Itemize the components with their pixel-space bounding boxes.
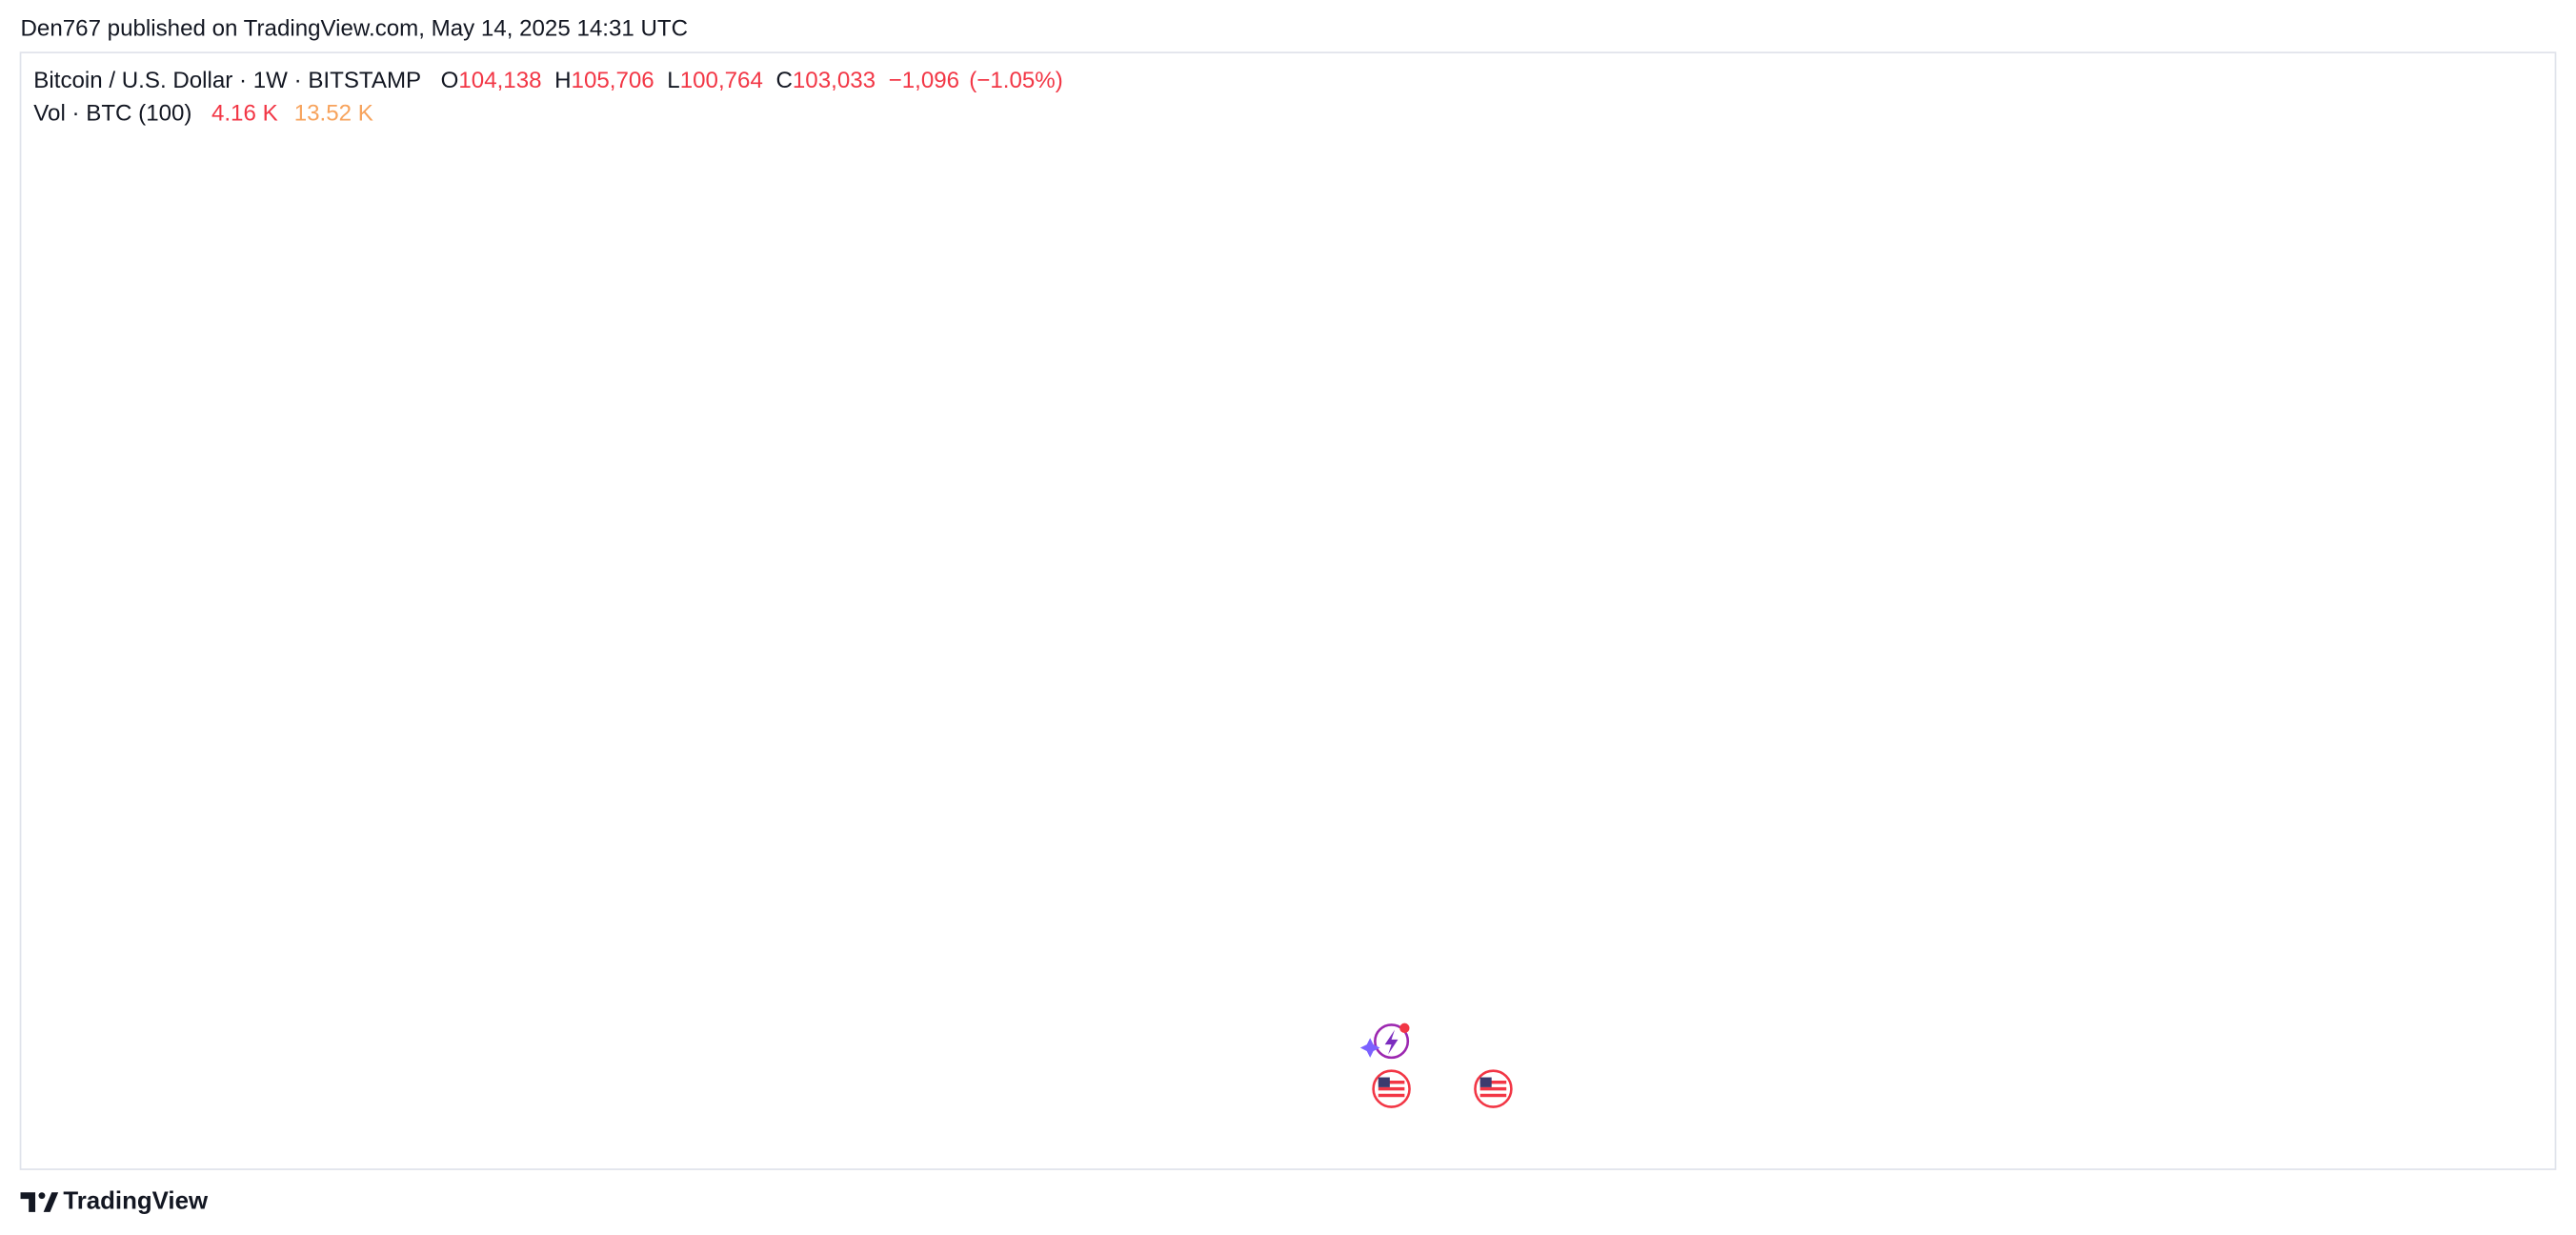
brand-logo: TradingView [20, 1187, 209, 1214]
volume-ma-readout: 13.52 K [294, 101, 373, 127]
volume-legend: Vol · BTC (100) 4.16 K 13.52 K [33, 101, 373, 127]
change-pct: (−1.05%) [969, 69, 1062, 94]
sparkle [1359, 1038, 1380, 1058]
volume-readout: 4.16 K [211, 101, 278, 127]
volume-title: Vol · BTC (100) [33, 101, 191, 127]
o-value: 104,138 [458, 69, 541, 94]
flag-icon[interactable] [1372, 1069, 1411, 1108]
c-key: C [775, 69, 792, 94]
brand: TradingView [63, 1187, 209, 1214]
flag-icon[interactable] [1474, 1069, 1513, 1108]
event-icons [1359, 1022, 1513, 1108]
o-key: O [441, 69, 459, 94]
alert-dot [1399, 1022, 1410, 1034]
c-value: 103,033 [793, 69, 875, 94]
lightning [1384, 1029, 1399, 1055]
h-value: 105,706 [572, 69, 654, 94]
h-key: H [554, 69, 571, 94]
symbol-title: Bitcoin / U.S. Dollar · 1W · BITSTAMP [33, 69, 421, 94]
l-value: 100,764 [680, 69, 763, 94]
legend-line: Bitcoin / U.S. Dollar · 1W · BITSTAMP O1… [33, 69, 1062, 94]
chart-frame [19, 51, 2557, 1170]
l-key: L [667, 69, 679, 94]
publisher-line: Den767 published on TradingView.com, May… [21, 15, 689, 41]
change: −1,096 [889, 69, 959, 94]
